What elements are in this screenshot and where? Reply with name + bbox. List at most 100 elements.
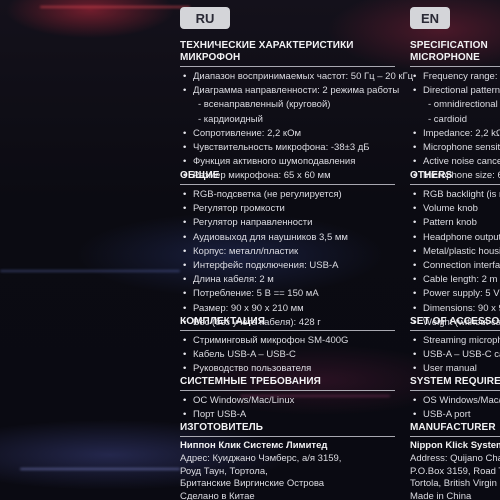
- manufacturer-address-ru: Адрес: Куиджано Чэмберс, а/я 3159, Роуд Т…: [180, 453, 395, 500]
- list-item: Microphone sensitiv: [410, 141, 500, 155]
- system-list-ru: ОС Windows/Mac/LinuxПорт USB-A: [180, 394, 395, 423]
- address-line: Сделано в Китае: [180, 491, 255, 500]
- list-item: Функция активного шумоподавления: [180, 155, 395, 169]
- list-item: USB-A port: [410, 408, 500, 422]
- list-item: Длина кабеля: 2 м: [180, 273, 395, 287]
- address-line: Address: Quijano Chamb: [410, 452, 500, 464]
- list-item: Размер: 90 x 90 x 210 мм: [180, 302, 395, 316]
- divider: [410, 330, 500, 331]
- list-item: Стриминговый микрофон SM-400G: [180, 334, 395, 348]
- list-item: Потребление: 5 В == 150 мА: [180, 287, 395, 301]
- list-item: Руководство пользователя: [180, 362, 395, 376]
- kit-list-ru: Стриминговый микрофон SM-400GКабель USB-…: [180, 334, 395, 377]
- list-item: ОС Windows/Mac/Linux: [180, 394, 395, 408]
- list-item: Connection interface: [410, 259, 500, 273]
- divider: [180, 436, 395, 437]
- divider: [410, 66, 500, 67]
- list-item: Интерфейс подключения: USB-A: [180, 259, 395, 273]
- spec-subitem: - omnidirectional: [428, 99, 498, 111]
- specs-section-en: SPECIFICATION MICROPHONE Frequency range…: [410, 40, 500, 184]
- list-item: Кабель USB-A – USB-C: [180, 348, 395, 362]
- list-item: Streaming micropho: [410, 334, 500, 348]
- list-item: Microphone size: 65: [410, 169, 500, 183]
- manufacturer-name-ru: Ниппон Клик Системс Лимитед: [180, 440, 328, 451]
- general-title-en: OTHERS: [410, 170, 453, 181]
- system-list-en: OS Windows/Mac/LinUSB-A port: [410, 394, 500, 423]
- divider: [180, 330, 395, 331]
- list-item: Размер микрофона: 65 x 60 мм: [180, 169, 395, 183]
- list-item: Pattern knob: [410, 216, 500, 230]
- list-item: Чувствительность микрофона: -38±3 дБ: [180, 141, 395, 155]
- specs-title-en: SPECIFICATION: [410, 40, 488, 51]
- list-item: Frequency range: 50: [410, 70, 500, 84]
- kit-title-en: SET OF ACCESSORIES: [410, 316, 500, 327]
- list-item: User manual: [410, 362, 500, 376]
- list-item: OS Windows/Mac/Lin: [410, 394, 500, 408]
- divider: [180, 66, 395, 67]
- light-streak: [0, 270, 180, 272]
- list-item: Headphone output 3: [410, 231, 500, 245]
- list-item: Диаграмма направленности: 2 режима работ…: [180, 84, 399, 98]
- manufacturer-title-ru: ИЗГОТОВИТЕЛЬ: [180, 422, 263, 433]
- list-item: Аудиовыход для наушников 3,5 мм: [180, 231, 395, 245]
- list-item: Dimensions: 90 x 90: [410, 302, 500, 316]
- manufacturer-section-ru: ИЗГОТОВИТЕЛЬ Ниппон Клик Системс Лимитед…: [180, 422, 395, 500]
- general-section-en: OTHERS RGB backlight (is notVolume knobP…: [410, 170, 500, 330]
- address-line: Британские Виргинские Острова: [180, 478, 325, 490]
- address-line: Роуд Таун, Тортола,: [180, 465, 268, 477]
- specs-title-ru: ТЕХНИЧЕСКИЕ ХАРАКТЕРИСТИКИ: [180, 40, 354, 51]
- list-item: Power supply: 5 V ==: [410, 287, 500, 301]
- list-item: Volume knob: [410, 202, 500, 216]
- list-item: Вес (без учёта кабеля): 428 г: [180, 316, 395, 330]
- manufacturer-address-en: Address: Quijano ChambP.O.Box 3159, Road…: [410, 453, 500, 500]
- system-section-ru: СИСТЕМНЫЕ ТРЕБОВАНИЯ ОС Windows/Mac/Linu…: [180, 376, 395, 423]
- list-item: RGB backlight (is not: [410, 188, 500, 202]
- list-item: Directional pattern:: [410, 84, 500, 98]
- microphone-title-ru: МИКРОФОН: [180, 52, 241, 63]
- system-section-en: SYSTEM REQUIREMENT OS Windows/Mac/LinUSB…: [410, 376, 500, 423]
- spec-subitem: - всенаправленный (круговой): [198, 99, 331, 111]
- divider: [180, 184, 395, 185]
- address-line: P.O.Box 3159, Road Tow: [410, 465, 500, 477]
- language-badge-en: EN: [410, 7, 450, 29]
- list-item: Порт USB-A: [180, 408, 395, 422]
- manufacturer-title-en: MANUFACTURER: [410, 422, 496, 433]
- divider: [180, 390, 395, 391]
- list-item: Impedance: 2,2 kΩ: [410, 127, 500, 141]
- system-title-en: SYSTEM REQUIREMENT: [410, 376, 500, 387]
- list-item: Cable length: 2 m: [410, 273, 500, 287]
- divider: [410, 436, 500, 437]
- spec-subitem: - cardioid: [428, 113, 468, 125]
- divider: [410, 184, 500, 185]
- list-item: Metal/plastic housin: [410, 245, 500, 259]
- divider: [410, 390, 500, 391]
- kit-list-en: Streaming microphoUSB-A – USB-C cableUse…: [410, 334, 500, 377]
- list-item: Weight (without cab: [410, 316, 500, 330]
- list-item: Сопротивление: 2,2 кОм: [180, 127, 395, 141]
- address-line: Адрес: Куиджано Чэмберс, а/я 3159,: [180, 452, 342, 464]
- general-section-ru: ОБЩИЕ RGB-подсветка (не регулируется)Рег…: [180, 170, 395, 330]
- list-item: Корпус: металл/пластик: [180, 245, 395, 259]
- specs-list-ru: Диапазон воспринимаемых частот: 50 Гц – …: [180, 70, 413, 184]
- address-line: Tortola, British Virgin Isla: [410, 478, 500, 490]
- list-item: Регулятор громкости: [180, 202, 395, 216]
- general-list-en: RGB backlight (is notVolume knobPattern …: [410, 188, 500, 330]
- manufacturer-section-en: MANUFACTURER Nippon Klick Systems L Addr…: [410, 422, 500, 500]
- list-item: USB-A – USB-C cable: [410, 348, 500, 362]
- list-item: Active noise cancella: [410, 155, 500, 169]
- specs-section-ru: ТЕХНИЧЕСКИЕ ХАРАКТЕРИСТИКИ МИКРОФОН Диап…: [180, 40, 413, 184]
- address-line: Made in China: [410, 491, 472, 500]
- list-item: Диапазон воспринимаемых частот: 50 Гц – …: [180, 70, 413, 84]
- list-item: RGB-подсветка (не регулируется): [180, 188, 395, 202]
- language-badge-ru: RU: [180, 7, 230, 29]
- general-list-ru: RGB-подсветка (не регулируется)Регулятор…: [180, 188, 395, 330]
- kit-section-en: SET OF ACCESSORIES Streaming microphoUSB…: [410, 316, 500, 377]
- spec-subitem: - кардиоидный: [198, 113, 263, 125]
- specs-list-en: Frequency range: 50Directional pattern:-…: [410, 70, 500, 184]
- light-streak: [20, 468, 180, 470]
- kit-section-ru: КОМПЛЕКТАЦИЯ Стриминговый микрофон SM-40…: [180, 316, 395, 377]
- list-item: Регулятор направленности: [180, 216, 395, 230]
- light-streak: [40, 6, 190, 8]
- system-title-ru: СИСТЕМНЫЕ ТРЕБОВАНИЯ: [180, 376, 321, 387]
